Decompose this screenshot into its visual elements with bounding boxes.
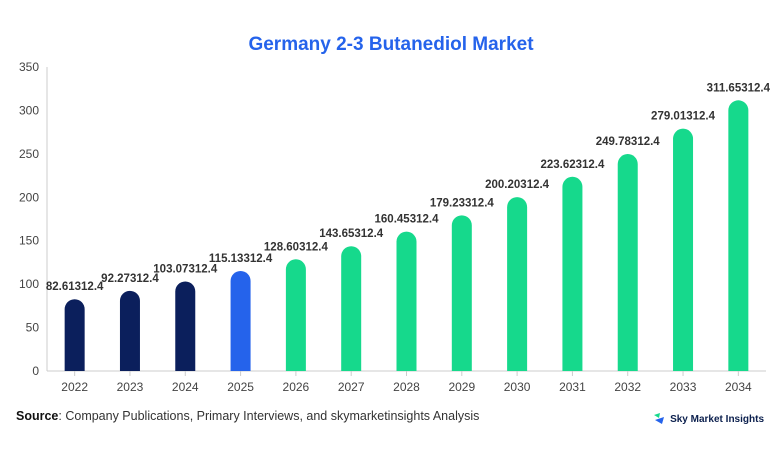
- data-label-2030: 200.20312.4: [485, 179, 550, 191]
- data-label-2028: 160.45312.4: [375, 214, 440, 226]
- bar-2024: [175, 281, 196, 371]
- y-tick-label: 0: [32, 364, 39, 378]
- x-tick-label: 2031: [559, 380, 586, 394]
- x-tick-label: 2034: [725, 380, 752, 394]
- bar-2022: [64, 299, 85, 371]
- brand: Sky Market Insights: [652, 412, 764, 426]
- x-tick-label: 2022: [61, 380, 88, 394]
- bar-2031: [562, 176, 583, 371]
- x-tick-label: 2023: [117, 380, 144, 394]
- x-tick-label: 2033: [670, 380, 697, 394]
- y-axis: 0 50 100 150 200 250 300 350: [19, 60, 48, 378]
- bar-2026: [285, 259, 306, 371]
- y-tick-label: 150: [19, 234, 39, 248]
- bar-2023: [119, 290, 140, 371]
- bar-2028: [396, 231, 417, 371]
- x-tick-label: 2029: [448, 380, 475, 394]
- bars: [64, 100, 749, 371]
- y-tick-label: 50: [26, 321, 40, 335]
- y-tick-label: 200: [19, 190, 39, 204]
- data-label-2031: 223.62312.4: [540, 159, 605, 171]
- bar-2029: [451, 215, 472, 371]
- source-note: Source: Company Publications, Primary In…: [16, 409, 479, 423]
- source-text: : Company Publications, Primary Intervie…: [58, 409, 480, 423]
- data-label-2022: 82.61312.4: [46, 281, 104, 293]
- data-label-2024: 103.07312.4: [153, 263, 218, 275]
- x-tick-label: 2025: [227, 380, 254, 394]
- bar-2025: [230, 270, 251, 371]
- brand-name: Sky Market Insights: [670, 413, 764, 425]
- data-label-2025: 115.13312.4: [209, 253, 273, 265]
- data-label-2032: 249.78312.4: [596, 136, 661, 148]
- data-label-2023: 92.27312.4: [101, 273, 159, 285]
- x-tick-label: 2030: [504, 380, 531, 394]
- y-tick-label: 100: [19, 277, 39, 291]
- chart-title: Germany 2-3 Butanediol Market: [248, 34, 534, 55]
- data-labels: 82.61312.492.27312.4103.07312.4115.13312…: [46, 82, 771, 293]
- bar-2033: [673, 128, 694, 371]
- sky-market-insights-logo-icon: [654, 413, 665, 424]
- x-tick-label: 2024: [172, 380, 199, 394]
- bar-2032: [617, 154, 638, 371]
- bar-2030: [507, 197, 528, 371]
- x-tick-label: 2032: [614, 380, 641, 394]
- x-tick-label: 2028: [393, 380, 420, 394]
- data-label-2034: 311.65312.4: [707, 82, 771, 94]
- data-label-2026: 128.60312.4: [264, 241, 329, 253]
- data-label-2029: 179.23312.4: [430, 197, 495, 209]
- y-tick-label: 250: [19, 147, 39, 161]
- data-label-2027: 143.65312.4: [319, 228, 384, 240]
- y-tick-label: 350: [19, 60, 39, 74]
- x-axis: 2022 2023 2024 2025 2026 2027 2028 2029 2030 2031…: [47, 370, 766, 394]
- bar-2027: [341, 246, 362, 371]
- bar-2034: [728, 100, 749, 371]
- x-tick-label: 2026: [283, 380, 310, 394]
- x-tick-label: 2027: [338, 380, 365, 394]
- data-label-2033: 279.01312.4: [651, 111, 716, 123]
- source-label: Source: [16, 409, 59, 423]
- y-tick-label: 300: [19, 103, 39, 117]
